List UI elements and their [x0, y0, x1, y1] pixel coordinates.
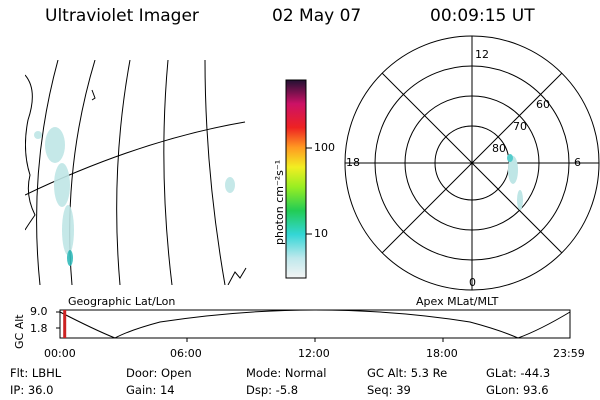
- polar-plot: [344, 35, 600, 291]
- mlat-label-80: 80: [492, 142, 506, 155]
- mlt-label-0: 0: [469, 276, 476, 289]
- glat-label: GLat: -44.3: [486, 366, 551, 380]
- colorbar-tick-10: 10: [314, 227, 328, 240]
- mode-label: Mode: Normal: [246, 366, 327, 380]
- current-time-marker: [63, 310, 67, 338]
- glon-label: GLon: 93.6: [486, 383, 549, 397]
- time-label: 00:09:15 UT: [430, 6, 535, 26]
- altitude-plot: [56, 309, 571, 342]
- mlat-label-70: 70: [513, 120, 527, 133]
- altitude-xtick-2: 12:00: [298, 347, 330, 360]
- instrument-title: Ultraviolet Imager: [45, 6, 199, 26]
- altitude-xtick-1: 06:00: [170, 347, 202, 360]
- mlt-label-12: 12: [475, 48, 489, 61]
- altitude-ytick-high: 9.0: [30, 305, 48, 318]
- altitude-ylabel: GC Alt: [13, 314, 26, 349]
- seq-label: Seq: 39: [367, 383, 411, 397]
- geographic-map: [25, 60, 247, 285]
- mlat-label-60: 60: [536, 98, 550, 111]
- door-label: Door: Open: [126, 366, 192, 380]
- altitude-xtick-3: 18:00: [426, 347, 458, 360]
- polar-panel-label: Apex MLat/MLT: [416, 295, 499, 308]
- mlt-label-6: 6: [574, 156, 581, 169]
- colorbar-tick-100: 100: [314, 141, 335, 154]
- altitude-ytick-low: 1.8: [30, 322, 48, 335]
- gain-label: Gain: 14: [126, 383, 175, 397]
- ip-label: IP: 36.0: [10, 383, 54, 397]
- gc-alt-label: GC Alt: 5.3 Re: [367, 366, 448, 380]
- altitude-xtick-4: 23:59: [553, 347, 585, 360]
- colorbar-unit-label: photon cm⁻²s⁻¹: [273, 159, 286, 245]
- aurora-emission: [34, 127, 235, 266]
- mlt-label-18: 18: [346, 156, 360, 169]
- dsp-label: Dsp: -5.8: [246, 383, 299, 397]
- colorbar: [285, 79, 312, 279]
- date-label: 02 May 07: [272, 6, 362, 26]
- polar-aurora: [507, 154, 523, 210]
- altitude-xtick-0: 00:00: [44, 347, 76, 360]
- filter-label: Flt: LBHL: [10, 366, 62, 380]
- geo-panel-label: Geographic Lat/Lon: [68, 295, 176, 308]
